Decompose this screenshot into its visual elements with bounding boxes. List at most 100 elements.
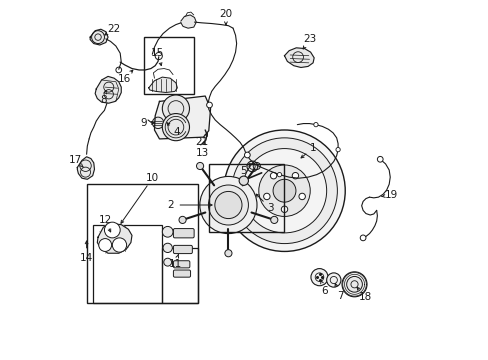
FancyArrowPatch shape bbox=[151, 121, 154, 124]
Polygon shape bbox=[95, 76, 121, 103]
Polygon shape bbox=[284, 48, 313, 67]
Circle shape bbox=[239, 176, 248, 185]
Text: 1: 1 bbox=[310, 143, 316, 153]
Circle shape bbox=[224, 249, 231, 257]
Circle shape bbox=[231, 138, 337, 244]
Polygon shape bbox=[77, 157, 94, 179]
Text: 2: 2 bbox=[166, 200, 173, 210]
Text: 13: 13 bbox=[195, 148, 208, 158]
Circle shape bbox=[277, 172, 281, 177]
Text: 8: 8 bbox=[100, 95, 106, 105]
Circle shape bbox=[292, 172, 298, 179]
FancyArrowPatch shape bbox=[166, 123, 169, 126]
Text: 7: 7 bbox=[336, 291, 343, 301]
FancyArrowPatch shape bbox=[104, 32, 108, 35]
Circle shape bbox=[196, 162, 203, 170]
FancyArrowPatch shape bbox=[159, 63, 162, 66]
Circle shape bbox=[206, 102, 212, 108]
Text: 6: 6 bbox=[321, 286, 327, 296]
Text: 5: 5 bbox=[240, 166, 246, 176]
Bar bbox=[208, 164, 283, 232]
Circle shape bbox=[346, 276, 362, 292]
Circle shape bbox=[99, 239, 111, 251]
FancyBboxPatch shape bbox=[173, 229, 194, 238]
FancyArrowPatch shape bbox=[256, 194, 263, 201]
Circle shape bbox=[244, 152, 250, 158]
Polygon shape bbox=[97, 224, 132, 253]
Text: 21: 21 bbox=[195, 137, 208, 147]
Text: 22: 22 bbox=[107, 24, 121, 34]
Polygon shape bbox=[148, 77, 177, 93]
FancyArrowPatch shape bbox=[301, 154, 305, 158]
Text: 17: 17 bbox=[69, 155, 82, 165]
Circle shape bbox=[270, 216, 277, 224]
Bar bbox=[93, 225, 162, 303]
Text: 14: 14 bbox=[80, 253, 93, 263]
Text: 18: 18 bbox=[358, 292, 371, 302]
Text: 10: 10 bbox=[146, 173, 159, 183]
Text: 11: 11 bbox=[168, 259, 181, 269]
Circle shape bbox=[112, 238, 126, 252]
FancyArrowPatch shape bbox=[80, 164, 83, 167]
Text: 16: 16 bbox=[118, 73, 131, 84]
Circle shape bbox=[272, 179, 295, 202]
Circle shape bbox=[163, 243, 172, 252]
Circle shape bbox=[258, 165, 309, 216]
Circle shape bbox=[162, 95, 189, 122]
Circle shape bbox=[281, 206, 287, 212]
Circle shape bbox=[163, 258, 171, 266]
FancyArrowPatch shape bbox=[334, 284, 337, 287]
Polygon shape bbox=[154, 96, 210, 139]
Circle shape bbox=[162, 113, 189, 141]
Text: 20: 20 bbox=[219, 9, 232, 19]
Circle shape bbox=[208, 185, 248, 225]
Bar bbox=[87, 184, 198, 303]
Circle shape bbox=[179, 216, 186, 224]
FancyArrowPatch shape bbox=[356, 287, 359, 290]
Text: 15: 15 bbox=[151, 49, 164, 58]
Text: 23: 23 bbox=[303, 34, 316, 44]
FancyArrowPatch shape bbox=[204, 133, 207, 136]
Circle shape bbox=[263, 193, 269, 200]
FancyArrowPatch shape bbox=[85, 241, 88, 248]
FancyBboxPatch shape bbox=[173, 270, 190, 277]
Circle shape bbox=[200, 176, 257, 234]
Circle shape bbox=[341, 272, 366, 297]
Text: 19: 19 bbox=[384, 190, 397, 200]
Bar bbox=[162, 248, 198, 303]
Text: 4: 4 bbox=[173, 127, 179, 137]
FancyBboxPatch shape bbox=[173, 246, 192, 253]
FancyArrowPatch shape bbox=[130, 70, 133, 73]
FancyArrowPatch shape bbox=[108, 229, 110, 232]
Circle shape bbox=[360, 235, 365, 241]
FancyArrowPatch shape bbox=[303, 46, 305, 49]
FancyArrowPatch shape bbox=[224, 22, 227, 24]
Circle shape bbox=[270, 172, 276, 179]
Circle shape bbox=[326, 273, 340, 287]
FancyArrowPatch shape bbox=[180, 204, 212, 206]
FancyArrowPatch shape bbox=[246, 163, 249, 167]
Circle shape bbox=[310, 269, 327, 286]
Circle shape bbox=[162, 226, 173, 237]
Circle shape bbox=[335, 148, 340, 152]
Circle shape bbox=[298, 193, 305, 200]
Circle shape bbox=[313, 122, 317, 127]
Text: 9: 9 bbox=[140, 118, 147, 128]
Circle shape bbox=[104, 222, 120, 238]
Circle shape bbox=[377, 157, 382, 162]
Bar bbox=[143, 37, 194, 94]
Circle shape bbox=[224, 130, 345, 251]
Circle shape bbox=[253, 162, 260, 170]
FancyArrowPatch shape bbox=[381, 195, 385, 197]
Circle shape bbox=[242, 149, 326, 233]
FancyArrowPatch shape bbox=[176, 255, 178, 258]
FancyBboxPatch shape bbox=[173, 261, 189, 268]
Polygon shape bbox=[90, 29, 108, 45]
Text: 12: 12 bbox=[98, 215, 111, 225]
Text: 3: 3 bbox=[266, 203, 273, 213]
FancyArrowPatch shape bbox=[202, 142, 204, 145]
FancyArrowPatch shape bbox=[320, 281, 323, 284]
Polygon shape bbox=[181, 15, 196, 28]
FancyArrowPatch shape bbox=[103, 90, 106, 94]
FancyArrowPatch shape bbox=[121, 186, 147, 223]
